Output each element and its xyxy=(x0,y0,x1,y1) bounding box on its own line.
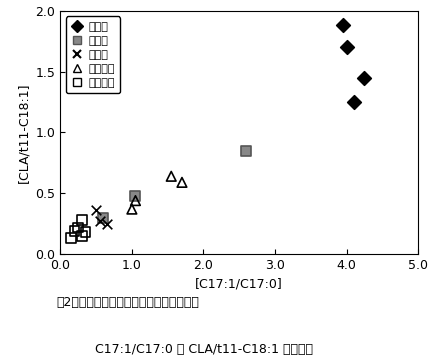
Point xyxy=(78,217,85,223)
Legend: 中足骨, 下腿骨, 大腿骨, 皮下脂肪, 腎臓脂肪: 中足骨, 下腿骨, 大腿骨, 皮下脂肪, 腎臓脂肪 xyxy=(66,16,120,93)
Point xyxy=(132,198,138,204)
Point xyxy=(71,228,78,234)
Point xyxy=(178,179,185,185)
Point xyxy=(339,23,346,28)
Point xyxy=(75,224,82,230)
Point xyxy=(342,45,349,50)
Text: 図2．山羊の黄色骨髄と脂肪組織における: 図2．山羊の黄色骨髄と脂肪組織における xyxy=(56,295,198,309)
Point xyxy=(96,219,103,224)
Point xyxy=(360,75,367,81)
Point xyxy=(103,221,110,227)
Point xyxy=(167,174,174,179)
Point xyxy=(132,193,138,199)
Point xyxy=(68,235,74,241)
Point xyxy=(100,215,107,220)
Text: C17:1/C17:0 と CLA/t11-C18:1 との関係: C17:1/C17:0 と CLA/t11-C18:1 との関係 xyxy=(95,343,312,356)
Y-axis label: [CLA/t11-C18:1]: [CLA/t11-C18:1] xyxy=(17,82,30,183)
Point xyxy=(128,206,135,212)
Point xyxy=(78,233,85,239)
X-axis label: [C17:1/C17:0]: [C17:1/C17:0] xyxy=(195,278,283,290)
Point xyxy=(82,229,89,235)
Point xyxy=(350,99,356,105)
Point xyxy=(92,207,99,213)
Point xyxy=(243,148,249,154)
